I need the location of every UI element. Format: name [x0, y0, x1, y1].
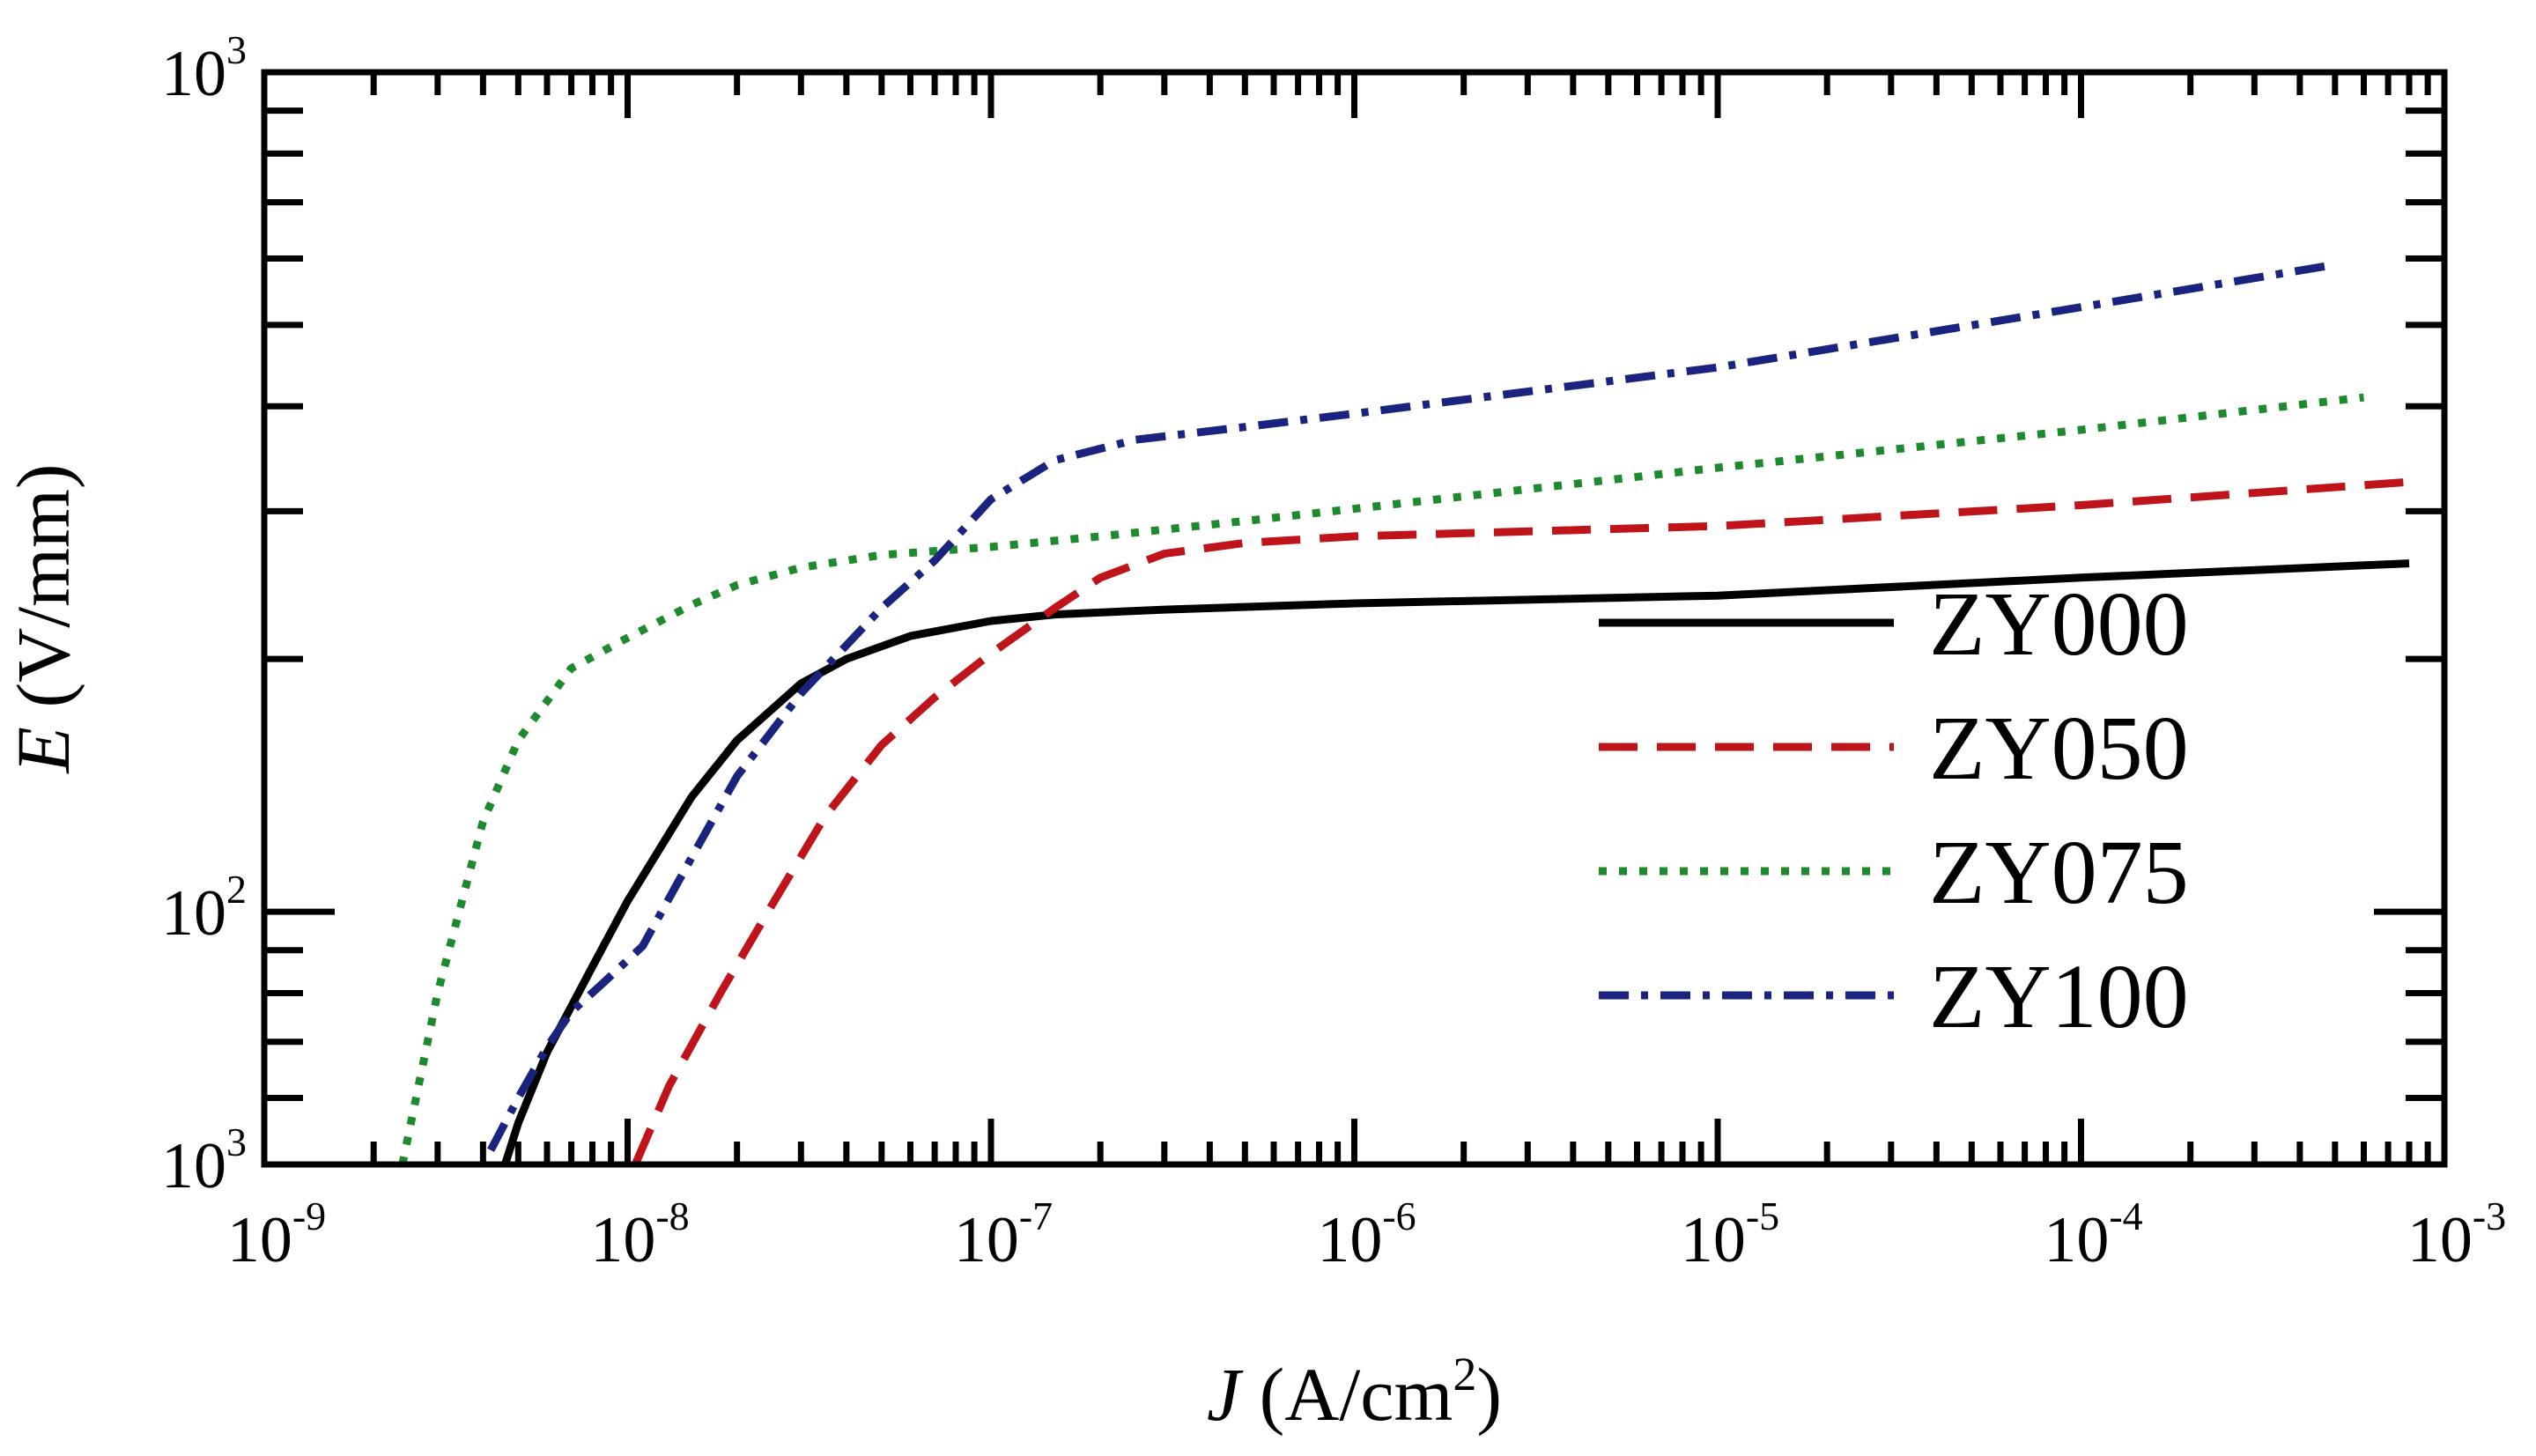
- y-tick-label: 103: [161, 1120, 247, 1202]
- legend-label-zy100: ZY100: [1929, 946, 2189, 1047]
- y-tick-label-exponent: 3: [226, 27, 247, 72]
- plot-frame: [261, 69, 2448, 1168]
- series-line-zy050: [632, 477, 2410, 1166]
- x-tick-label: 10-3: [2407, 1194, 2506, 1276]
- y-tick-label: 103: [161, 27, 247, 110]
- x-axis-unit-close: ): [1476, 1352, 1502, 1437]
- y-tick-label-base: 10: [161, 38, 226, 110]
- x-axis-title: J (A/cm2): [1207, 1348, 1502, 1437]
- y-axis-symbol: E: [1, 727, 85, 775]
- x-tick-label-base: 10: [590, 1204, 655, 1276]
- x-tick-label: 10-4: [2044, 1194, 2142, 1276]
- series-line-zy075: [398, 393, 2365, 1165]
- x-tick-label-base: 10: [954, 1204, 1019, 1276]
- x-tick-label: 10-5: [1681, 1194, 1779, 1276]
- x-tick-label-base: 10: [227, 1204, 292, 1276]
- series-line-zy000: [501, 559, 2410, 1166]
- x-tick-label: 10-7: [954, 1194, 1053, 1276]
- x-tick-label-base: 10: [1317, 1204, 1382, 1276]
- legend-label-zy000: ZY000: [1929, 573, 2189, 675]
- y-tick-label-exponent: 3: [226, 1120, 247, 1164]
- x-axis-symbol: J: [1207, 1352, 1244, 1437]
- x-tick-label: 10-9: [227, 1194, 326, 1276]
- x-tick-label-exponent: -4: [2109, 1194, 2142, 1238]
- x-tick-label: 10-6: [1317, 1194, 1416, 1276]
- y-axis-title: E (V/mm): [1, 463, 85, 774]
- y-axis-unit: (V/mm): [1, 463, 85, 727]
- x-tick-label-exponent: -5: [1746, 1194, 1779, 1238]
- x-tick-label-exponent: -7: [1019, 1194, 1053, 1238]
- x-tick-label-base: 10: [2044, 1204, 2109, 1276]
- x-tick-label: 10-8: [590, 1194, 689, 1276]
- x-axis-unit-exponent: 2: [1453, 1348, 1476, 1401]
- series-layer: [398, 260, 2410, 1166]
- x-tick-label-base: 10: [1681, 1204, 1746, 1276]
- x-axis-unit: (A/cm: [1240, 1352, 1453, 1437]
- x-tick-label-exponent: -6: [1382, 1194, 1416, 1238]
- legend: ZY000 ZY050 ZY075 ZY100: [1599, 573, 2189, 1047]
- y-tick-label-exponent: 2: [226, 867, 247, 912]
- x-tick-label-exponent: -8: [655, 1194, 689, 1238]
- y-tick-label-base: 10: [161, 1130, 226, 1202]
- y-tick-label: 102: [161, 867, 247, 950]
- x-tick-label-exponent: -3: [2473, 1194, 2506, 1238]
- x-tick-labels: 10-9 10-8 10-7 10-6 10-5 10-4 10-3: [227, 1194, 2506, 1276]
- y-tick-label-base: 10: [161, 877, 226, 950]
- legend-label-zy075: ZY075: [1929, 822, 2189, 923]
- x-tick-label-exponent: -9: [292, 1194, 326, 1238]
- x-tick-label-base: 10: [2407, 1204, 2473, 1276]
- legend-label-zy050: ZY050: [1929, 698, 2189, 799]
